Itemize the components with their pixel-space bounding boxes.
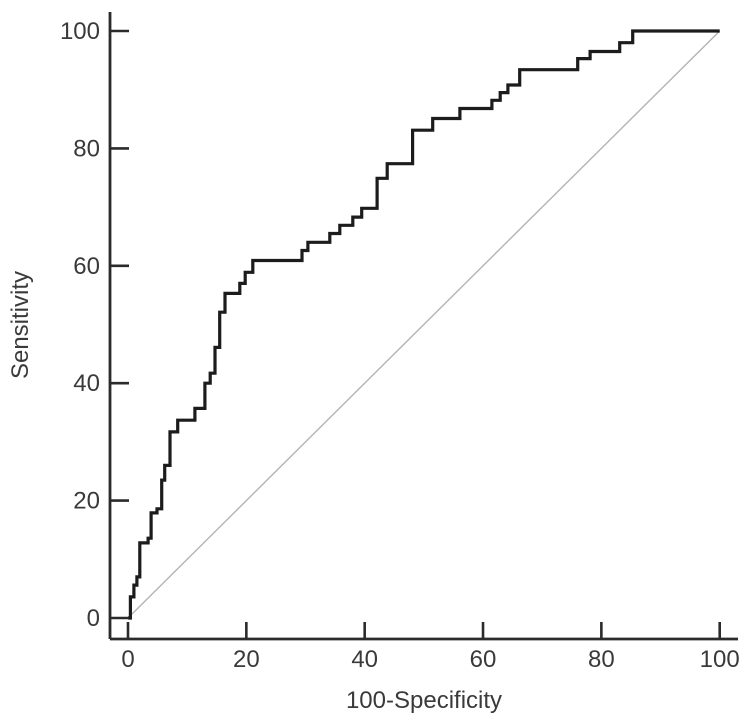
y-axis-title: Sensitivity xyxy=(7,271,34,379)
x-axis-tick-labels: 0 20 40 60 80 100 xyxy=(121,646,739,673)
y-axis-ticks xyxy=(110,29,129,620)
y-tick-label: 40 xyxy=(73,370,100,397)
reference-diagonal xyxy=(127,30,721,619)
roc-curve xyxy=(128,29,720,620)
x-axis-title: 100-Specificity xyxy=(346,687,502,714)
x-tick-label: 20 xyxy=(233,646,260,673)
y-tick-label: 20 xyxy=(73,488,100,515)
y-axis-tick-labels: 0 20 40 60 80 100 xyxy=(60,18,100,632)
y-tick-label: 80 xyxy=(73,135,100,162)
y-tick-label: 60 xyxy=(73,253,100,280)
x-tick-label: 80 xyxy=(588,646,615,673)
y-tick-label: 100 xyxy=(60,18,100,45)
x-axis-ticks xyxy=(126,622,722,639)
series-layer xyxy=(127,29,721,620)
x-tick-label: 0 xyxy=(121,646,134,673)
x-tick-label: 100 xyxy=(700,646,740,673)
y-tick-label: 0 xyxy=(87,605,100,632)
x-tick-label: 60 xyxy=(470,646,497,673)
x-tick-label: 40 xyxy=(351,646,378,673)
